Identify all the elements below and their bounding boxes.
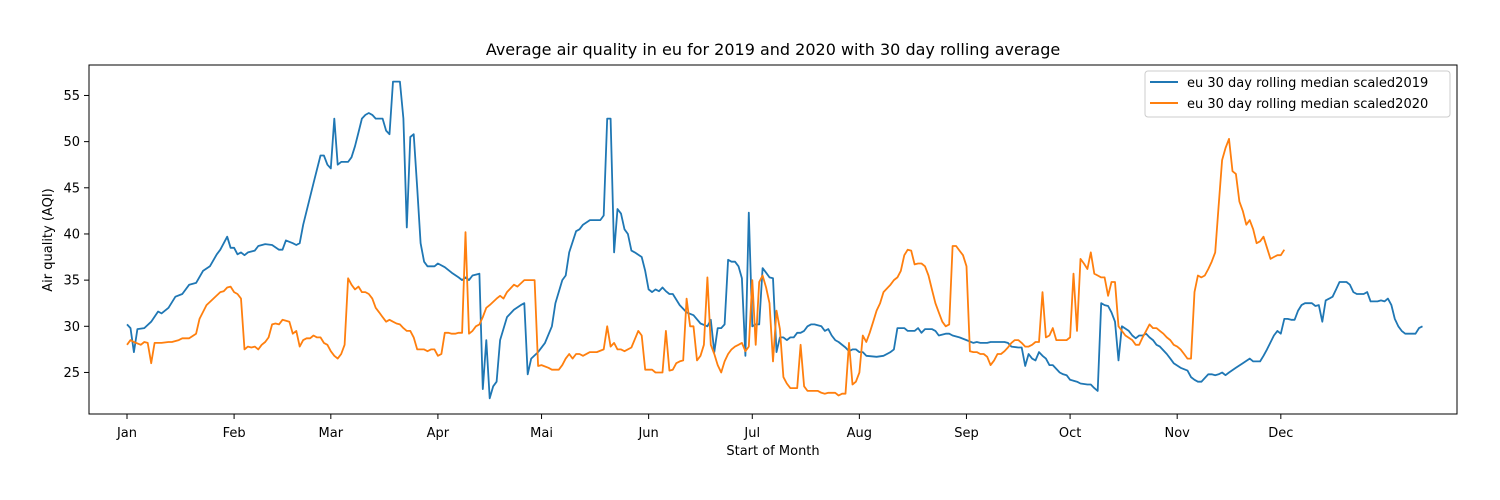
y-tick-label: 55 — [63, 89, 80, 104]
x-tick-label: Jan — [116, 426, 137, 441]
x-tick-label: Oct — [1059, 426, 1081, 441]
y-axis: 25 30 35 40 45 50 55 — [63, 89, 89, 381]
x-tick-label: Jun — [637, 426, 658, 441]
y-axis-title: Air quality (AQI) — [41, 188, 56, 291]
series-layer — [126, 80, 1423, 400]
series-line-0 — [126, 80, 1423, 400]
y-tick-label: 25 — [63, 366, 80, 381]
y-tick-label: 40 — [63, 227, 80, 242]
y-tick-label: 50 — [63, 135, 80, 150]
x-tick-label: Apr — [427, 426, 450, 441]
series-line-1 — [126, 137, 1286, 397]
x-tick-label: Aug — [847, 426, 872, 441]
y-tick-label: 45 — [63, 181, 80, 196]
x-tick-label: Feb — [223, 426, 246, 441]
legend-box — [1144, 70, 1451, 118]
x-tick-label: Mar — [319, 426, 344, 441]
x-tick-label: Jul — [743, 426, 760, 441]
legend: eu 30 day rolling median scaled2019 eu 3… — [1144, 70, 1451, 118]
x-tick-label: Mai — [530, 426, 553, 441]
y-tick-label: 30 — [63, 320, 80, 335]
x-tick-label: Dec — [1268, 426, 1293, 441]
y-tick-label: 35 — [63, 274, 80, 289]
legend-label-2020: eu 30 day rolling median scaled2020 — [1187, 97, 1428, 112]
x-axis-title: Start of Month — [726, 444, 819, 459]
x-tick-label: Sep — [954, 426, 979, 441]
chart-title: Average air quality in eu for 2019 and 2… — [486, 40, 1060, 59]
x-tick-label: Nov — [1164, 426, 1190, 441]
x-axis: Jan Feb Mar Apr Mai Jun Jul Aug Sep Oct Nov Dec — [116, 414, 1293, 441]
plot-area-frame — [88, 64, 1458, 415]
legend-label-2019: eu 30 day rolling median scaled2019 — [1187, 76, 1428, 91]
